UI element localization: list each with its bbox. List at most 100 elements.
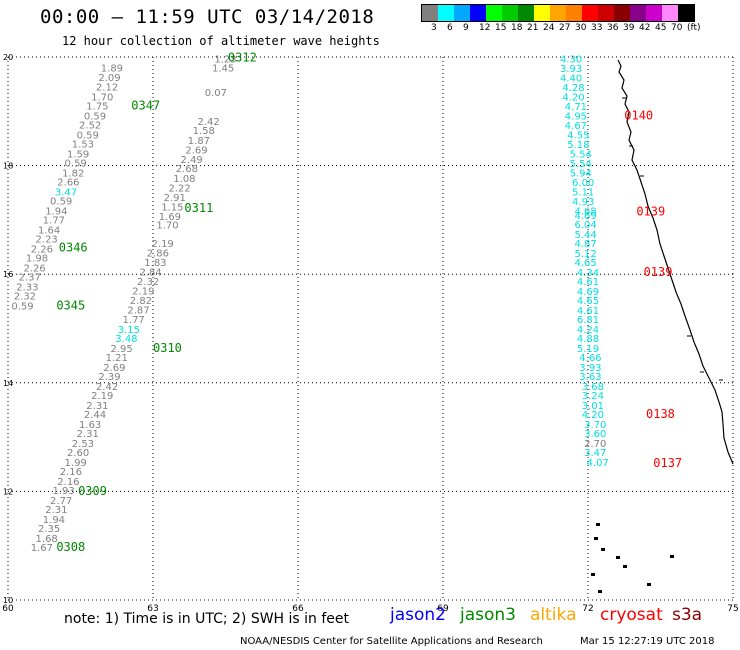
wave-height-label: 3.93 [579, 363, 601, 374]
wave-height-label: 4.61 [577, 306, 599, 317]
island-mark [601, 548, 605, 551]
legend-item-jason3: jason3 [460, 605, 516, 625]
wave-height-label: 2.39 [98, 372, 120, 383]
wave-height-label: 3.24 [582, 391, 604, 402]
island-mark [670, 555, 674, 558]
wave-height-label: 6.81 [577, 315, 599, 326]
wave-height-label: 0.59 [50, 197, 72, 208]
wave-height-label: 1.77 [43, 216, 65, 227]
wave-height-label: 1.70 [156, 221, 178, 232]
wave-height-label: 1.67 [31, 543, 53, 554]
wave-height-label: 1.21 [106, 353, 128, 364]
wave-height-label: 2.26 [31, 244, 53, 255]
wave-height-label: 3.63 [579, 372, 601, 383]
coastline [617, 59, 734, 465]
pass-number-label: 0346 [59, 240, 88, 254]
wave-height-label: 1.98 [26, 254, 48, 265]
wave-height-label: 4.24 [577, 325, 599, 336]
island-mark [596, 523, 600, 526]
wave-height-label: 1.64 [38, 225, 60, 236]
island-mark [598, 590, 602, 593]
color-swatch [646, 5, 662, 21]
x-tick-label: 69 [437, 604, 449, 614]
wave-height-label: 2.87 [127, 305, 149, 316]
pass-number-label: 0345 [56, 298, 85, 312]
wave-height-label: 1.53 [72, 140, 94, 151]
wave-height-label: 5.54 [570, 159, 592, 170]
wave-height-label: 2.31 [86, 401, 108, 412]
island-mark [647, 583, 651, 586]
wave-height-label: 2.60 [67, 448, 89, 459]
wave-height-label: 5.12 [574, 249, 596, 260]
wave-height-label: 2.66 [57, 178, 79, 189]
x-tick-label: 66 [292, 604, 304, 614]
page-title: 00:00 — 11:59 UTC 03/14/2018 [40, 6, 375, 28]
wave-height-label: 3.48 [115, 334, 137, 345]
wave-height-label: 4.07 [587, 458, 609, 469]
x-tick-label: 72 [582, 604, 593, 614]
wave-height-label: 3.15 [118, 325, 140, 336]
wave-height-label: 4.40 [560, 73, 582, 84]
wave-height-label: 2.31 [77, 429, 99, 440]
wave-height-label: 3.01 [582, 401, 604, 412]
wave-height-label: 2.09 [98, 73, 120, 84]
wave-height-label: 4.30 [560, 54, 582, 65]
wave-height-label: 1.83 [144, 258, 166, 269]
wave-height-label: 2.33 [16, 282, 38, 293]
color-swatch [614, 5, 630, 21]
wave-height-label: 4.88 [577, 334, 599, 345]
color-scale-label: 21 [527, 23, 539, 33]
wave-height-label: 1.58 [193, 126, 215, 137]
x-tick-label: 60 [2, 604, 14, 614]
wave-height-label: 2.32 [137, 277, 159, 288]
wave-height-label: 1.82 [62, 168, 84, 179]
pass-number-label: 0312 [228, 50, 257, 64]
color-swatch [550, 5, 566, 21]
wave-height-label: 5.19 [577, 344, 599, 355]
color-swatch [518, 5, 534, 21]
legend-item-altika: altika [530, 605, 577, 625]
wave-height-label: 2.53 [72, 439, 94, 450]
wave-height-label: 1.75 [86, 102, 108, 113]
wave-height-label: 4.65 [577, 296, 599, 307]
wave-height-label: 1.08 [173, 174, 195, 185]
wave-height-label: 2.32 [14, 292, 36, 303]
wave-height-label: 4.69 [574, 211, 596, 222]
color-scale-label: 9 [463, 23, 469, 33]
color-scale-label: 70 [671, 23, 683, 33]
y-tick-label: 10 [3, 596, 13, 605]
wave-height-label: 2.77 [50, 496, 72, 507]
wave-height-label: 1.70 [91, 92, 113, 103]
wave-height-label: 3.60 [584, 429, 606, 440]
wave-height-label: 2.16 [60, 467, 82, 478]
color-swatch [470, 5, 486, 21]
wave-height-label: 2.23 [36, 235, 58, 246]
wave-height-label: 2.22 [168, 184, 190, 195]
y-tick-label: 12 [3, 487, 13, 496]
pass-number-label: 0139 [644, 265, 673, 279]
wave-height-label: 4.93 [572, 197, 594, 208]
wave-height-label: 4.28 [562, 83, 584, 94]
pass-number-label: 0308 [56, 540, 85, 554]
color-scale-label: 3 [431, 23, 437, 33]
wave-height-label: 1.93 [52, 486, 74, 497]
y-tick-label: 18 [3, 162, 13, 171]
y-tick-label: 20 [3, 53, 13, 62]
wave-height-label: 2.35 [38, 524, 60, 535]
pass-number-label: 0139 [636, 205, 665, 219]
island-mark [591, 573, 595, 576]
wave-height-label: 3.68 [582, 382, 604, 393]
color-swatch [598, 5, 614, 21]
wave-height-label: 2.68 [176, 164, 198, 175]
wave-height-label: 2.42 [197, 117, 219, 128]
wave-height-label: 1.94 [43, 515, 65, 526]
wave-height-label: 2.19 [132, 286, 154, 297]
legend-item-s3a: s3a [672, 605, 703, 625]
wave-height-label: 3.47 [55, 187, 77, 198]
pass-number-label: 0347 [131, 99, 160, 113]
color-swatch [582, 5, 598, 21]
wave-height-label: 0.59 [65, 159, 87, 170]
wave-height-label: 4.61 [577, 277, 599, 288]
